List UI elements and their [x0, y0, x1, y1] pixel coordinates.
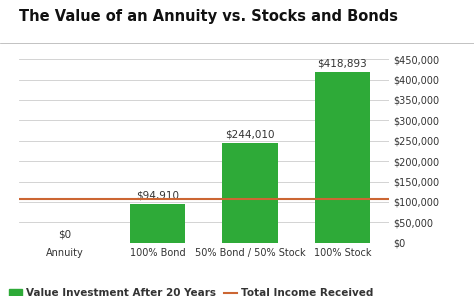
Text: $418,893: $418,893 — [318, 59, 367, 69]
Bar — [222, 143, 278, 243]
Bar — [315, 72, 370, 243]
Text: $244,010: $244,010 — [225, 130, 275, 140]
Bar — [130, 204, 185, 243]
Legend: Value Investment After 20 Years, Total Income Received: Value Investment After 20 Years, Total I… — [9, 288, 374, 296]
Text: $94,910: $94,910 — [136, 191, 179, 201]
Text: The Value of an Annuity vs. Stocks and Bonds: The Value of an Annuity vs. Stocks and B… — [19, 9, 398, 24]
Text: $0: $0 — [59, 229, 72, 239]
